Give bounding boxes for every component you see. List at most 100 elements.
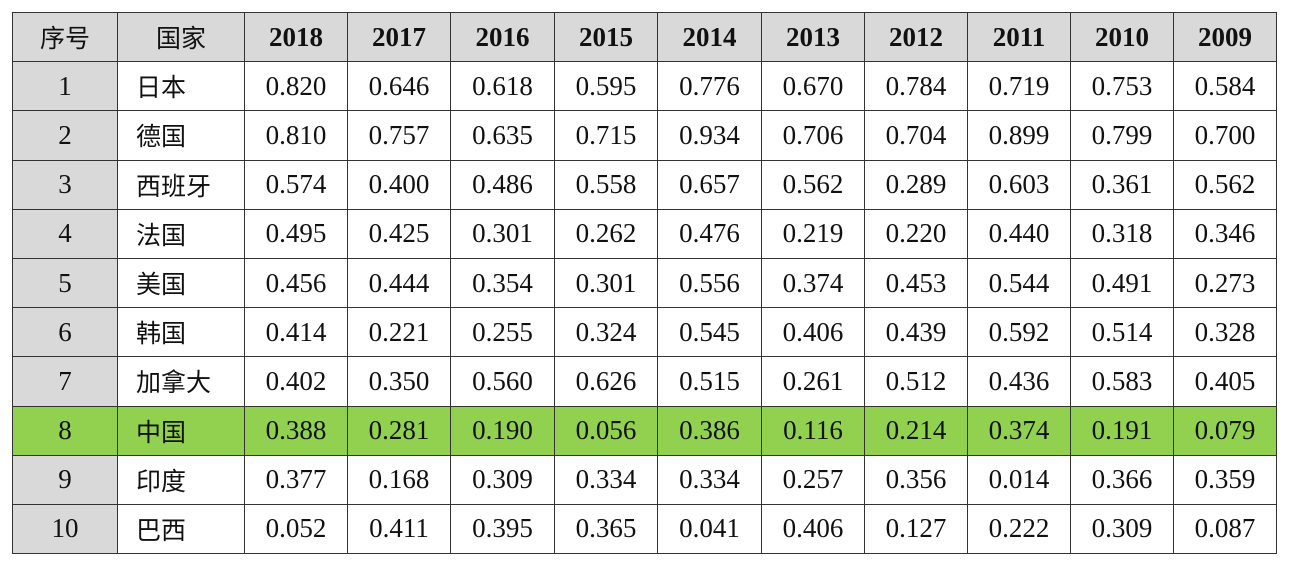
value-cell: 0.273 bbox=[1173, 257, 1277, 309]
row-index-cell: 2 bbox=[12, 110, 118, 161]
table-body: 1 日本 0.820 0.646 0.618 0.595 0.776 0.670 0.784 0.… bbox=[12, 61, 1277, 555]
value-cell: 0.440 bbox=[967, 208, 1071, 259]
value-cell: 0.356 bbox=[864, 454, 968, 505]
value-cell: 0.425 bbox=[347, 208, 451, 259]
header-year: 2017 bbox=[347, 11, 451, 63]
value-cell: 0.324 bbox=[554, 307, 658, 358]
value-cell: 0.402 bbox=[244, 356, 348, 407]
value-cell: 0.514 bbox=[1070, 307, 1174, 358]
value-cell: 0.584 bbox=[1173, 61, 1277, 112]
value-cell: 0.704 bbox=[864, 110, 968, 161]
table-row: 10 巴西 0.052 0.411 0.395 0.365 0.041 0.406 0.127 0… bbox=[12, 503, 1277, 555]
value-cell: 0.444 bbox=[347, 257, 451, 309]
value-cell: 0.374 bbox=[967, 405, 1071, 456]
country-cell: 中国 bbox=[117, 405, 245, 456]
row-index-cell: 10 bbox=[12, 503, 118, 555]
table-row: 1 日本 0.820 0.646 0.618 0.595 0.776 0.670 0.784 0.… bbox=[12, 61, 1277, 112]
value-cell: 0.361 bbox=[1070, 159, 1174, 210]
value-cell: 0.414 bbox=[244, 307, 348, 358]
value-cell: 0.405 bbox=[1173, 356, 1277, 407]
value-cell: 0.562 bbox=[761, 159, 865, 210]
value-cell: 0.562 bbox=[1173, 159, 1277, 210]
value-cell: 0.560 bbox=[450, 356, 555, 407]
data-table: 序号 国家 2018 2017 2016 2015 2014 2013 2012… bbox=[12, 11, 1277, 555]
value-cell: 0.386 bbox=[657, 405, 762, 456]
value-cell: 0.799 bbox=[1070, 110, 1174, 161]
value-cell: 0.301 bbox=[450, 208, 555, 259]
value-cell: 0.257 bbox=[761, 454, 865, 505]
value-cell: 0.374 bbox=[761, 257, 865, 309]
value-cell: 0.350 bbox=[347, 356, 451, 407]
value-cell: 0.715 bbox=[554, 110, 658, 161]
value-cell: 0.377 bbox=[244, 454, 348, 505]
table-row: 2 德国 0.810 0.757 0.635 0.715 0.934 0.706 0.704 0.… bbox=[12, 110, 1277, 161]
header-year: 2009 bbox=[1173, 11, 1277, 63]
value-cell: 0.255 bbox=[450, 307, 555, 358]
value-cell: 0.301 bbox=[554, 257, 658, 309]
value-cell: 0.545 bbox=[657, 307, 762, 358]
value-cell: 0.635 bbox=[450, 110, 555, 161]
value-cell: 0.014 bbox=[967, 454, 1071, 505]
header-year: 2018 bbox=[244, 11, 348, 63]
value-cell: 0.309 bbox=[1070, 503, 1174, 555]
header-year: 2012 bbox=[864, 11, 968, 63]
value-cell: 0.222 bbox=[967, 503, 1071, 555]
value-cell: 0.221 bbox=[347, 307, 451, 358]
value-cell: 0.328 bbox=[1173, 307, 1277, 358]
value-cell: 0.354 bbox=[450, 257, 555, 309]
value-cell: 0.618 bbox=[450, 61, 555, 112]
value-cell: 0.784 bbox=[864, 61, 968, 112]
value-cell: 0.512 bbox=[864, 356, 968, 407]
value-cell: 0.411 bbox=[347, 503, 451, 555]
value-cell: 0.657 bbox=[657, 159, 762, 210]
value-cell: 0.052 bbox=[244, 503, 348, 555]
value-cell: 0.583 bbox=[1070, 356, 1174, 407]
value-cell: 0.281 bbox=[347, 405, 451, 456]
header-year: 2011 bbox=[967, 11, 1071, 63]
value-cell: 0.395 bbox=[450, 503, 555, 555]
value-cell: 0.558 bbox=[554, 159, 658, 210]
row-index-cell: 9 bbox=[12, 454, 118, 505]
value-cell: 0.191 bbox=[1070, 405, 1174, 456]
value-cell: 0.592 bbox=[967, 307, 1071, 358]
value-cell: 0.365 bbox=[554, 503, 658, 555]
value-cell: 0.719 bbox=[967, 61, 1071, 112]
value-cell: 0.116 bbox=[761, 405, 865, 456]
row-index-cell: 3 bbox=[12, 159, 118, 210]
value-cell: 0.334 bbox=[657, 454, 762, 505]
value-cell: 0.219 bbox=[761, 208, 865, 259]
value-cell: 0.087 bbox=[1173, 503, 1277, 555]
value-cell: 0.574 bbox=[244, 159, 348, 210]
country-cell: 西班牙 bbox=[117, 159, 245, 210]
row-index-cell: 7 bbox=[12, 356, 118, 407]
value-cell: 0.810 bbox=[244, 110, 348, 161]
value-cell: 0.261 bbox=[761, 356, 865, 407]
value-cell: 0.556 bbox=[657, 257, 762, 309]
value-cell: 0.776 bbox=[657, 61, 762, 112]
value-cell: 0.334 bbox=[554, 454, 658, 505]
value-cell: 0.456 bbox=[244, 257, 348, 309]
value-cell: 0.346 bbox=[1173, 208, 1277, 259]
header-year: 2016 bbox=[450, 11, 555, 63]
value-cell: 0.595 bbox=[554, 61, 658, 112]
value-cell: 0.753 bbox=[1070, 61, 1174, 112]
row-index-cell: 6 bbox=[12, 307, 118, 358]
value-cell: 0.309 bbox=[450, 454, 555, 505]
table-row: 5 美国 0.456 0.444 0.354 0.301 0.556 0.374 0.453 0.… bbox=[12, 257, 1277, 309]
country-cell: 韩国 bbox=[117, 307, 245, 358]
value-cell: 0.400 bbox=[347, 159, 451, 210]
value-cell: 0.670 bbox=[761, 61, 865, 112]
value-cell: 0.366 bbox=[1070, 454, 1174, 505]
value-cell: 0.436 bbox=[967, 356, 1071, 407]
table-row: 3 西班牙 0.574 0.400 0.486 0.558 0.657 0.562 0.289 0… bbox=[12, 159, 1277, 210]
value-cell: 0.289 bbox=[864, 159, 968, 210]
table-row: 9 印度 0.377 0.168 0.309 0.334 0.334 0.257 0.356 0.… bbox=[12, 454, 1277, 505]
table-row: 7 加拿大 0.402 0.350 0.560 0.626 0.515 0.261 0.512 0… bbox=[12, 356, 1277, 407]
value-cell: 0.646 bbox=[347, 61, 451, 112]
value-cell: 0.899 bbox=[967, 110, 1071, 161]
table-row: 6 韩国 0.414 0.221 0.255 0.324 0.545 0.406 0.439 0.… bbox=[12, 307, 1277, 358]
country-cell: 加拿大 bbox=[117, 356, 245, 407]
value-cell: 0.544 bbox=[967, 257, 1071, 309]
value-cell: 0.476 bbox=[657, 208, 762, 259]
value-cell: 0.406 bbox=[761, 307, 865, 358]
